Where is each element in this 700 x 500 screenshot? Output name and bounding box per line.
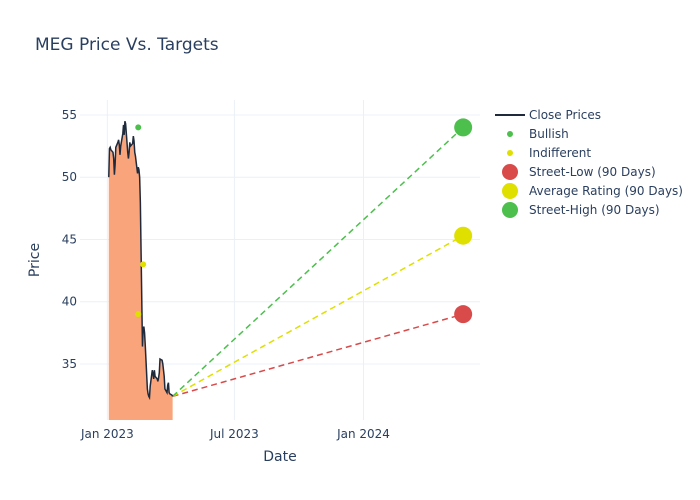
x-tick-label: Jul 2023	[209, 427, 259, 441]
markers	[135, 118, 473, 324]
grid-lines	[80, 100, 480, 420]
legend-swatch	[507, 150, 513, 156]
target-marker	[454, 118, 473, 137]
target-marker	[454, 305, 473, 324]
legend-swatch	[502, 183, 518, 199]
close-price-line	[108, 120, 174, 401]
y-tick-label: 35	[62, 357, 77, 371]
legend-label: Street-High (90 Days)	[529, 203, 660, 217]
legend-label: Average Rating (90 Days)	[529, 184, 683, 198]
chart-title: MEG Price Vs. Targets	[35, 35, 219, 55]
legend-label: Bullish	[529, 127, 569, 141]
legend-label: Street-Low (90 Days)	[529, 165, 656, 179]
y-axis-ticks: 35 40 45 50 55	[62, 108, 77, 371]
y-tick-label: 50	[62, 170, 77, 184]
y-axis-title: Price	[27, 243, 43, 277]
x-tick-label: Jan 2023	[80, 427, 134, 441]
x-axis-ticks: Jan 2023 Jul 2023 Jan 2024	[80, 427, 390, 441]
x-axis-title: Date	[263, 449, 296, 465]
legend-swatch	[507, 131, 513, 137]
legend: Close Prices Bullish Indifferent Street-Low…	[495, 108, 683, 218]
rating-point	[135, 124, 142, 131]
target-marker	[454, 226, 473, 245]
rating-point	[140, 261, 147, 268]
y-tick-label: 45	[62, 232, 77, 246]
target-line	[172, 235, 464, 397]
legend-label: Close Prices	[529, 108, 601, 122]
y-tick-label: 55	[62, 108, 77, 122]
target-line	[172, 313, 464, 398]
target-line	[172, 126, 464, 397]
legend-label: Indifferent	[529, 146, 591, 160]
rating-point	[135, 311, 142, 318]
legend-swatch	[502, 164, 518, 180]
close-price-series	[108, 120, 174, 401]
legend-swatch	[502, 202, 518, 218]
y-tick-label: 40	[62, 295, 77, 309]
target-lines	[172, 126, 464, 398]
x-tick-label: Jan 2024	[336, 427, 390, 441]
